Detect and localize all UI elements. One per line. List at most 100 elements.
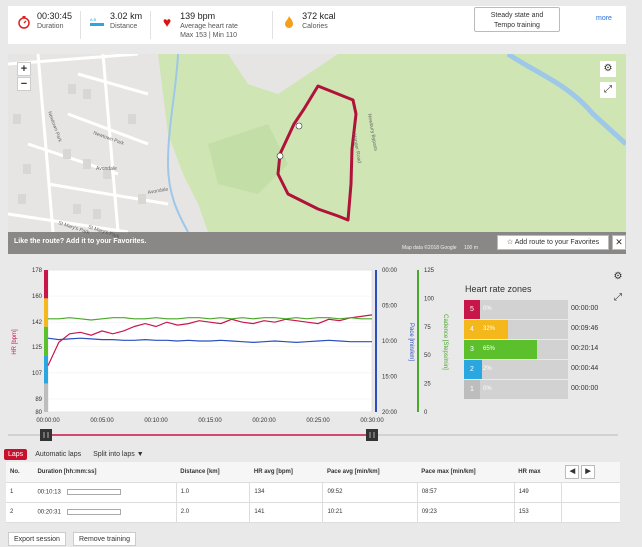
duration-stat: 00:30:45 Duration [8,11,82,39]
zone-percent: 0% [483,386,492,392]
cell-distance: 1.0 [175,482,250,503]
activity-chart[interactable]: 178 160 142 125 107 89 80 HR [bpm] 00:00 05:00 10:… [8,262,458,432]
more-link[interactable]: more [596,15,612,22]
x-tick-label: 00:10:00 [144,418,168,424]
zone-percent: 32% [483,326,496,332]
range-slider[interactable] [8,428,618,442]
cadence-tick-label: 75 [424,325,431,331]
cell-hr-avg: 141 [249,502,323,523]
hr-tick-label: 142 [32,320,43,326]
col-pace-max: Pace max [min/km] [417,462,515,483]
duration-value: 00:30:45 [37,11,73,21]
zoom-in-button[interactable]: + [17,62,31,76]
map-fullscreen-icon[interactable]: ⤢ [600,82,616,98]
cell-pace-avg: 09:52 [322,482,418,503]
hr-zone-strip [44,383,48,412]
cell-duration: 00:10:13 [33,482,177,503]
hr-zone-strip [44,355,48,384]
distance-icon: A B [89,14,105,30]
chart-fullscreen-icon[interactable]: ⤢ [614,292,622,303]
series-line-pace [47,337,372,344]
heart-icon: ♥ [162,14,172,30]
col-no: No. [6,462,34,483]
pace-tick-label: 20:00 [382,410,398,416]
map-footer: Like the route? Add it to your Favorites… [8,232,626,254]
prev-icon[interactable]: ◀ [565,464,580,479]
street-label: Hanger Road [351,133,362,164]
pace-tick-label: 00:00 [382,268,398,274]
cadence-tick-label: 125 [424,268,435,274]
flame-icon [281,14,297,30]
export-session-button[interactable]: Export session [8,532,66,546]
x-tick-label: 00:25:00 [306,418,330,424]
pace-tick-label: 10:00 [382,339,398,345]
tab-laps[interactable]: Laps [4,448,28,460]
x-tick-label: 00:20:00 [252,418,276,424]
hr-tick-label: 125 [32,345,43,351]
hr-tick-label: 89 [35,397,42,403]
hr-tick-label: 80 [35,410,42,416]
distance-value: 3.02 km [110,11,143,21]
cell-empty [560,482,620,503]
table-nav: ◀ ▶ [561,462,620,483]
col-hr-max: HR max [514,462,562,483]
pace-axis-label: Pace [min/km] [408,323,414,361]
zone-number: 5 [464,300,480,319]
zone-time: 00:00:00 [571,305,599,312]
tab-automatic-laps[interactable]: Automatic laps [35,450,82,458]
pace-tick-label: 15:00 [382,375,398,381]
add-route-button[interactable]: ☆ Add route to your Favorites [497,235,609,250]
zone-number: 3 [464,340,480,359]
street-label: Avondale [147,186,169,196]
distance-stat: A B 3.02 km Distance [81,11,152,39]
cadence-tick-label: 50 [424,353,431,359]
hr-zone-strip [44,298,48,327]
col-pace-avg: Pace avg [min/km] [322,462,418,483]
distance-label: Distance [110,23,138,30]
favorite-prompt: Like the route? Add it to your Favorites… [14,238,147,245]
heart-rate-label: Average heart rate [180,23,238,30]
calories-stat: 372 kcal Calories [273,11,344,39]
zone-percent: 0% [483,306,492,312]
calories-value: 372 kcal [302,11,336,21]
x-tick-label: 00:00:00 [36,418,60,424]
zone-time: 00:00:44 [571,365,599,372]
cadence-axis-label: Cadence [Steps/min] [442,314,448,370]
cadence-tick-label: 0 [424,410,428,416]
duration-text: 00:20:31 [37,509,61,516]
split-label: Split into laps [93,450,135,458]
zoom-out-button[interactable]: − [17,77,31,91]
col-duration: Duration [hh:mm:ss] [33,462,177,483]
zone-row-1: 1 0% 00:00:00 [464,380,598,399]
map-scale: 100 m [464,245,478,251]
zone-time: 00:09:46 [571,325,599,332]
cell-hr-max: 153 [513,502,562,523]
map-settings-icon[interactable]: ⚙ [600,61,616,77]
duration-label: Duration [37,23,64,30]
heart-rate-value: 139 bpm [180,11,216,21]
zone-row-5: 5 0% 00:00:00 [464,300,598,319]
tab-split-into-laps[interactable]: Split into laps ▼ [89,449,148,460]
zone-row-2: 2 2% 00:00:44 [464,360,598,379]
zone-bar [480,340,538,359]
zone-bar [480,320,509,339]
x-tick-label: 00:30:00 [360,418,384,424]
map-canvas: Newtown Park Newtown Park Avondale St Ma… [8,54,626,240]
zones-title: Heart rate zones [465,284,532,294]
table-row: 1 00:10:13 1.0 134 09:52 08:57 149 [6,482,620,503]
hr-zone-strip [44,270,48,299]
table-header-row: No. Duration [hh:mm:ss] Distance [km] HR… [6,462,620,483]
range-start-handle[interactable] [40,429,52,441]
route-map[interactable]: Newtown Park Newtown Park Avondale St Ma… [8,54,626,254]
remove-training-button[interactable]: Remove training [73,532,136,546]
range-end-handle[interactable] [366,429,378,441]
close-favorite-button[interactable]: ✕ [612,235,626,250]
cell-distance: 2.0 [175,502,250,523]
laps-table: No. Duration [hh:mm:ss] Distance [km] HR… [6,462,620,523]
next-icon[interactable]: ▶ [581,464,596,479]
zone-row-3: 3 65% 00:20:14 [464,340,598,359]
cadence-tick-label: 25 [424,382,431,388]
cell-hr-max: 149 [513,482,562,503]
duration-text: 00:10:13 [37,489,61,496]
chart-settings-icon[interactable]: ⚙ [613,271,623,282]
